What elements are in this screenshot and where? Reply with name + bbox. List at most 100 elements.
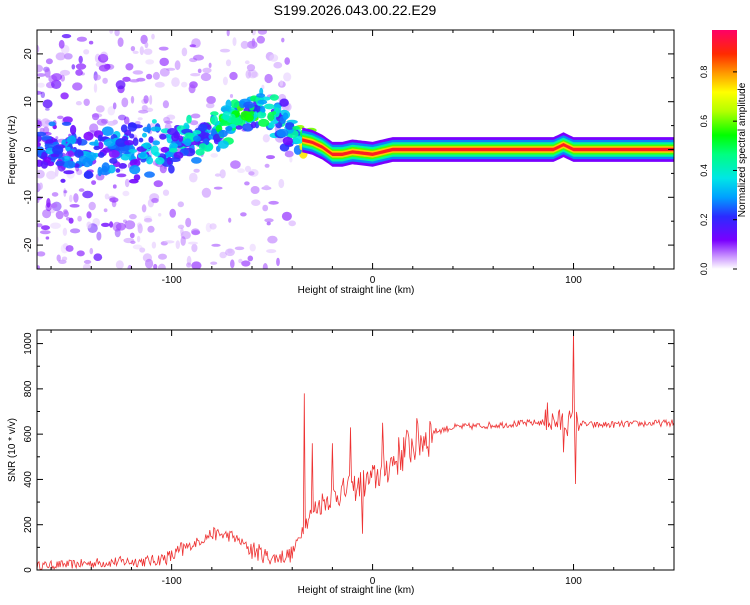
- colorbar-tick-label: 0.4: [699, 164, 709, 177]
- spectrogram-signal-blob: [152, 140, 160, 146]
- spectrogram-signal-blob: [101, 162, 110, 173]
- colorbar-tick-label: 0.6: [699, 115, 709, 128]
- colorbar-tick-label: 0.0: [699, 263, 709, 276]
- snr-ytick-label: 800: [23, 380, 34, 397]
- spectrogram-signal-blob: [242, 123, 254, 132]
- spectrogram-signal-blob: [120, 153, 130, 161]
- spectrogram-signal-blob: [129, 165, 141, 175]
- spectrogram-signal-blob: [173, 151, 184, 160]
- spectrogram-signal-blob: [83, 170, 94, 179]
- spectrogram-noise-blob: [88, 201, 96, 211]
- spectrogram-noise-blob: [191, 261, 202, 269]
- spectrogram-signal-blob: [115, 168, 121, 173]
- spectrogram-noise-blob: [189, 172, 198, 183]
- spectrogram-noise-blob: [93, 74, 101, 81]
- spectrogram-noise-blob: [122, 190, 130, 197]
- spectrogram-noise-blob: [45, 236, 50, 240]
- spectrogram-signal-blob: [250, 121, 257, 129]
- spectrogram-noise-blob: [191, 113, 201, 119]
- spectrogram-noise-blob: [219, 251, 227, 259]
- spectrogram-noise-blob: [180, 236, 186, 246]
- spectrogram-noise-blob: [244, 60, 250, 65]
- spectrogram-noise-blob: [169, 208, 176, 218]
- spectrogram-signal-blob: [63, 170, 75, 175]
- spectrogram-noise-blob: [151, 241, 157, 249]
- spectrogram-noise-blob: [185, 217, 192, 228]
- spectrogram-noise-blob: [37, 90, 43, 95]
- spectrogram-noise-blob: [58, 39, 65, 49]
- spectrogram-signal-blob: [256, 93, 266, 98]
- spectrogram-signal-blob: [267, 122, 275, 129]
- spectrogram-noise-blob: [75, 101, 82, 106]
- spectrogram-signal-blob: [279, 143, 290, 152]
- spectrogram-noise-blob: [262, 263, 268, 269]
- spectrogram-noise-blob: [51, 192, 59, 197]
- spectrogram-signal-blob: [217, 140, 229, 149]
- spectrogram-noise-blob: [62, 227, 68, 236]
- spectrogram-noise-blob: [66, 217, 71, 221]
- spectrogram-noise-blob: [244, 165, 252, 173]
- spectrogram-noise-blob: [40, 118, 51, 128]
- spectrogram-signal-blob: [70, 124, 77, 135]
- spectrogram-noise-blob: [214, 173, 221, 177]
- spectrogram-noise-blob: [37, 64, 44, 73]
- spectrogram-noise-blob: [247, 255, 254, 262]
- spectrogram-noise-blob: [37, 196, 40, 203]
- spectrogram-signal-blob: [97, 134, 103, 142]
- spectrogram-noise-blob: [278, 178, 285, 189]
- spectrogram-noise-blob: [96, 231, 102, 241]
- spectrogram-signal-blob: [222, 111, 230, 121]
- spectrogram-noise-blob: [139, 247, 146, 253]
- spectrogram-noise-blob: [276, 257, 280, 267]
- spectrogram-signal-blob: [253, 111, 258, 119]
- colorbar-tick-label: 0.8: [699, 66, 709, 79]
- spectrogram-noise-blob: [266, 249, 277, 254]
- spectrogram-signal-blob: [60, 178, 66, 183]
- spectrogram-signal-blob: [109, 157, 118, 164]
- spectrogram-noise-blob: [55, 210, 64, 220]
- spectrogram-noise-blob: [283, 72, 292, 82]
- spectrogram-noise-blob: [98, 64, 110, 72]
- spectrogram-noise-blob: [138, 109, 149, 114]
- spectrogram-noise-blob: [112, 184, 117, 189]
- spectrogram-xtick-label: -100: [162, 275, 182, 286]
- spectrogram-noise-blob: [63, 210, 69, 218]
- spectrogram-noise-blob: [129, 213, 137, 220]
- spectrogram-signal-blob: [128, 148, 138, 153]
- spectrogram-noise-blob: [69, 204, 80, 208]
- spectrogram-noise-blob: [266, 155, 275, 160]
- spectrogram-noise-blob: [154, 81, 165, 88]
- spectrogram-noise-blob: [281, 37, 285, 43]
- spectrogram-noise-blob: [197, 68, 202, 74]
- spectrogram-signal-blob: [235, 125, 243, 130]
- spectrogram-noise-blob: [42, 99, 53, 109]
- spectrogram-noise-blob: [60, 92, 69, 100]
- spectrogram-signal-blob: [269, 94, 279, 101]
- spectrogram-noise-blob: [152, 71, 160, 80]
- spectrogram-signal-blob: [260, 108, 266, 113]
- spectrogram-noise-blob: [190, 73, 201, 77]
- spectrogram-noise-blob: [193, 54, 204, 61]
- spectrogram-noise-blob: [37, 44, 40, 53]
- spectrogram-noise-blob: [61, 256, 68, 261]
- spectrogram-noise-blob: [129, 79, 141, 83]
- spectrogram-noise-blob: [72, 82, 83, 91]
- snr-xtick-label: 100: [565, 576, 582, 587]
- spectrogram-noise-blob: [37, 251, 46, 257]
- spectrogram-xtick-label: 100: [565, 275, 582, 286]
- spectrogram-noise-blob: [165, 67, 176, 71]
- spectrogram-signal-blob: [93, 145, 100, 151]
- spectrogram-noise-blob: [158, 213, 162, 217]
- spectrogram-signal-blob: [45, 139, 54, 144]
- spectrogram-signal-blob: [74, 149, 84, 158]
- spectrogram-noise-blob: [210, 153, 218, 158]
- spectrogram-noise-blob: [122, 76, 131, 82]
- spectrogram-signal-blob: [205, 143, 213, 152]
- spectrogram-signal-blob: [155, 157, 165, 165]
- spectrogram-signal-blob: [285, 122, 295, 130]
- spectrogram-signal-blob: [129, 133, 135, 139]
- spectrogram-noise-blob: [38, 182, 43, 190]
